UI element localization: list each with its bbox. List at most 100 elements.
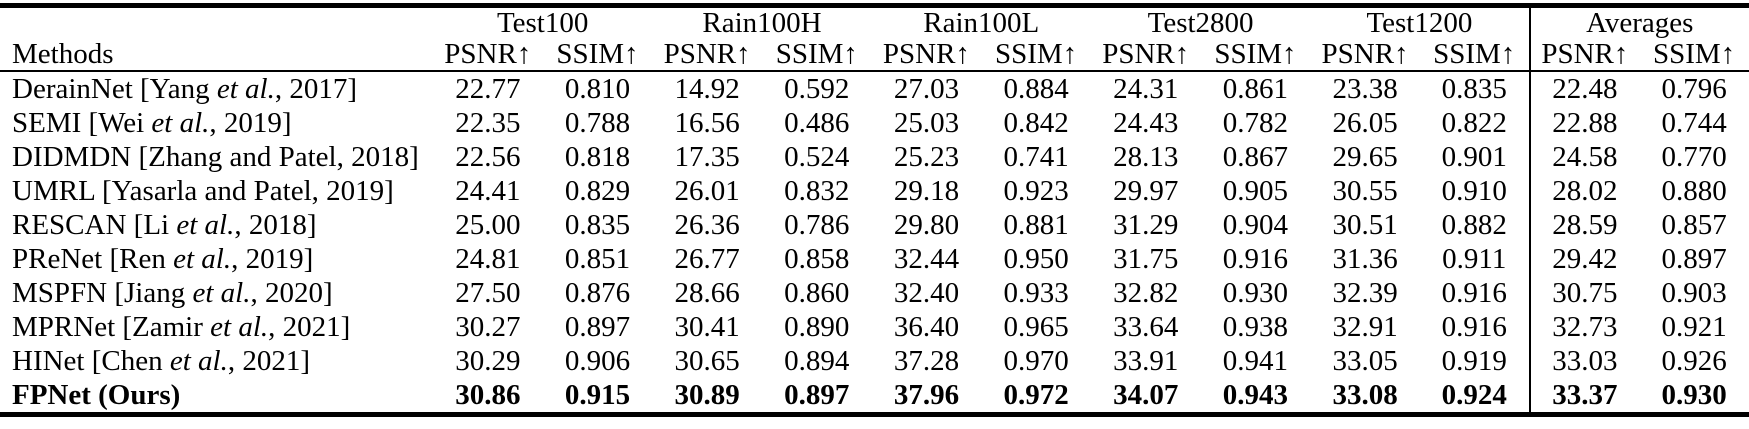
value-cell: 0.832 (784, 175, 850, 207)
value-cell: 28.02 (1528, 174, 1640, 208)
value-cell: 0.880 (1661, 175, 1727, 207)
value-cell: 0.890 (784, 311, 850, 343)
value-cell: 33.91 (1113, 345, 1179, 377)
value-cell: 33.64 (1113, 311, 1179, 343)
table-row: DerainNet [Yang et al., 2017] 22.77 0.810 1… (0, 71, 1749, 106)
methods-column-header: Methods (0, 39, 433, 72)
value-cell: 22.88 (1528, 106, 1640, 140)
table-body: DerainNet [Yang et al., 2017] 22.77 0.810 1… (0, 71, 1749, 415)
value-cell: 0.923 (1003, 175, 1069, 207)
value-cell: 0.788 (564, 107, 631, 139)
group-header-rain100l: Rain100L (923, 7, 1040, 39)
value-cell: 0.796 (1661, 73, 1727, 105)
metric-header-psnr: PSNR↑ (1310, 39, 1420, 72)
method-cell: DIDMDN [Zhang and Patel, 2018] (12, 141, 419, 173)
value-cell: 0.486 (784, 107, 850, 139)
group-header-test100: Test100 (496, 7, 589, 39)
value-cell: 30.27 (455, 311, 521, 343)
group-header-spacer (0, 6, 433, 40)
metric-header-psnr: PSNR↑ (1528, 39, 1640, 72)
value-cell: 32.39 (1332, 277, 1398, 309)
method-cell: SEMI [Wei et al., 2019] (12, 107, 292, 139)
value-cell: 34.07 (1113, 379, 1179, 411)
group-header-averages: Averages (1528, 5, 1749, 39)
value-cell: 29.65 (1332, 141, 1398, 173)
value-cell: 17.35 (674, 141, 740, 173)
table-row: MPRNet [Zamir et al., 2021] 30.27 0.897 30.… (0, 310, 1749, 344)
value-cell: 0.867 (1222, 141, 1289, 173)
value-cell: 33.08 (1332, 379, 1398, 411)
value-cell: 27.03 (893, 73, 960, 105)
value-cell: 0.921 (1661, 311, 1727, 343)
value-cell: 0.965 (1003, 311, 1069, 343)
value-cell: 22.77 (455, 73, 521, 105)
value-cell: 0.916 (1441, 277, 1507, 309)
method-cell: FPNet (Ours) (12, 379, 181, 411)
metric-header-ssim: SSIM↑ (1200, 39, 1311, 72)
value-cell: 0.770 (1661, 141, 1727, 173)
metric-header-ssim: SSIM↑ (761, 39, 872, 72)
value-cell: 24.41 (455, 175, 521, 207)
metric-header-ssim: SSIM↑ (981, 39, 1091, 72)
value-cell: 30.89 (674, 379, 740, 411)
value-cell: 0.857 (1661, 209, 1727, 241)
value-cell: 24.31 (1113, 73, 1179, 105)
value-cell: 32.91 (1332, 311, 1398, 343)
value-cell: 32.40 (893, 277, 960, 309)
value-cell: 28.13 (1113, 141, 1179, 173)
value-cell: 23.38 (1332, 73, 1398, 105)
value-cell: 30.51 (1332, 209, 1398, 241)
value-cell: 0.524 (784, 141, 850, 173)
table-header: Test100 Rain100H Rain100L Test2800 Test1… (0, 5, 1749, 72)
value-cell: 0.970 (1003, 345, 1069, 377)
value-cell: 0.915 (564, 379, 631, 411)
value-cell: 0.933 (1003, 277, 1069, 309)
value-cell: 0.930 (1661, 379, 1727, 411)
value-cell: 0.910 (1441, 175, 1507, 207)
value-cell: 25.23 (893, 141, 960, 173)
value-cell: 0.938 (1222, 311, 1289, 343)
value-cell: 0.782 (1222, 107, 1289, 139)
deraining-results-table: Test100 Rain100H Rain100L Test2800 Test1… (0, 3, 1749, 417)
value-cell: 0.930 (1222, 277, 1289, 309)
value-cell: 24.81 (455, 243, 521, 275)
value-cell: 0.881 (1003, 209, 1069, 241)
value-cell: 0.903 (1661, 277, 1727, 309)
metric-header-ssim: SSIM↑ (1639, 39, 1749, 72)
value-cell: 26.77 (674, 243, 740, 275)
value-cell: 0.943 (1222, 379, 1289, 411)
value-cell: 0.861 (1222, 73, 1289, 105)
value-cell: 0.911 (1442, 243, 1507, 275)
metric-header-psnr: PSNR↑ (871, 39, 982, 72)
value-cell: 25.00 (455, 209, 521, 241)
value-cell: 29.18 (893, 175, 960, 207)
value-cell: 0.835 (1441, 73, 1507, 105)
group-header-test2800: Test2800 (1147, 7, 1254, 39)
value-cell: 37.96 (893, 379, 960, 411)
value-cell: 30.86 (455, 379, 521, 411)
method-cell: MSPFN [Jiang et al., 2020] (12, 277, 333, 309)
metric-header-ssim: SSIM↑ (542, 39, 653, 72)
value-cell: 0.916 (1222, 243, 1289, 275)
value-cell: 28.59 (1528, 208, 1640, 242)
value-cell: 25.03 (893, 107, 960, 139)
table-row: MSPFN [Jiang et al., 2020] 27.50 0.876 28.6… (0, 276, 1749, 310)
value-cell: 31.75 (1113, 243, 1179, 275)
value-cell: 0.916 (1441, 311, 1507, 343)
metric-header-psnr: PSNR↑ (1090, 39, 1201, 72)
benchmark-table-container: Test100 Rain100H Rain100L Test2800 Test1… (0, 3, 1749, 417)
value-cell: 32.82 (1113, 277, 1179, 309)
value-cell: 0.950 (1003, 243, 1069, 275)
table-row: HINet [Chen et al., 2021] 30.29 0.906 30.65… (0, 344, 1749, 378)
value-cell: 0.822 (1441, 107, 1507, 139)
value-cell: 31.29 (1113, 209, 1179, 241)
value-cell: 30.65 (674, 345, 740, 377)
value-cell: 0.926 (1661, 345, 1727, 377)
table-row: PReNet [Ren et al., 2019] 24.81 0.851 26.77… (0, 242, 1749, 276)
value-cell: 28.66 (674, 277, 740, 309)
value-cell: 0.592 (784, 73, 850, 105)
method-cell: PReNet [Ren et al., 2019] (12, 243, 314, 275)
value-cell: 0.972 (1003, 379, 1069, 411)
value-cell: 26.36 (674, 209, 740, 241)
metric-header-psnr: PSNR↑ (652, 39, 762, 72)
